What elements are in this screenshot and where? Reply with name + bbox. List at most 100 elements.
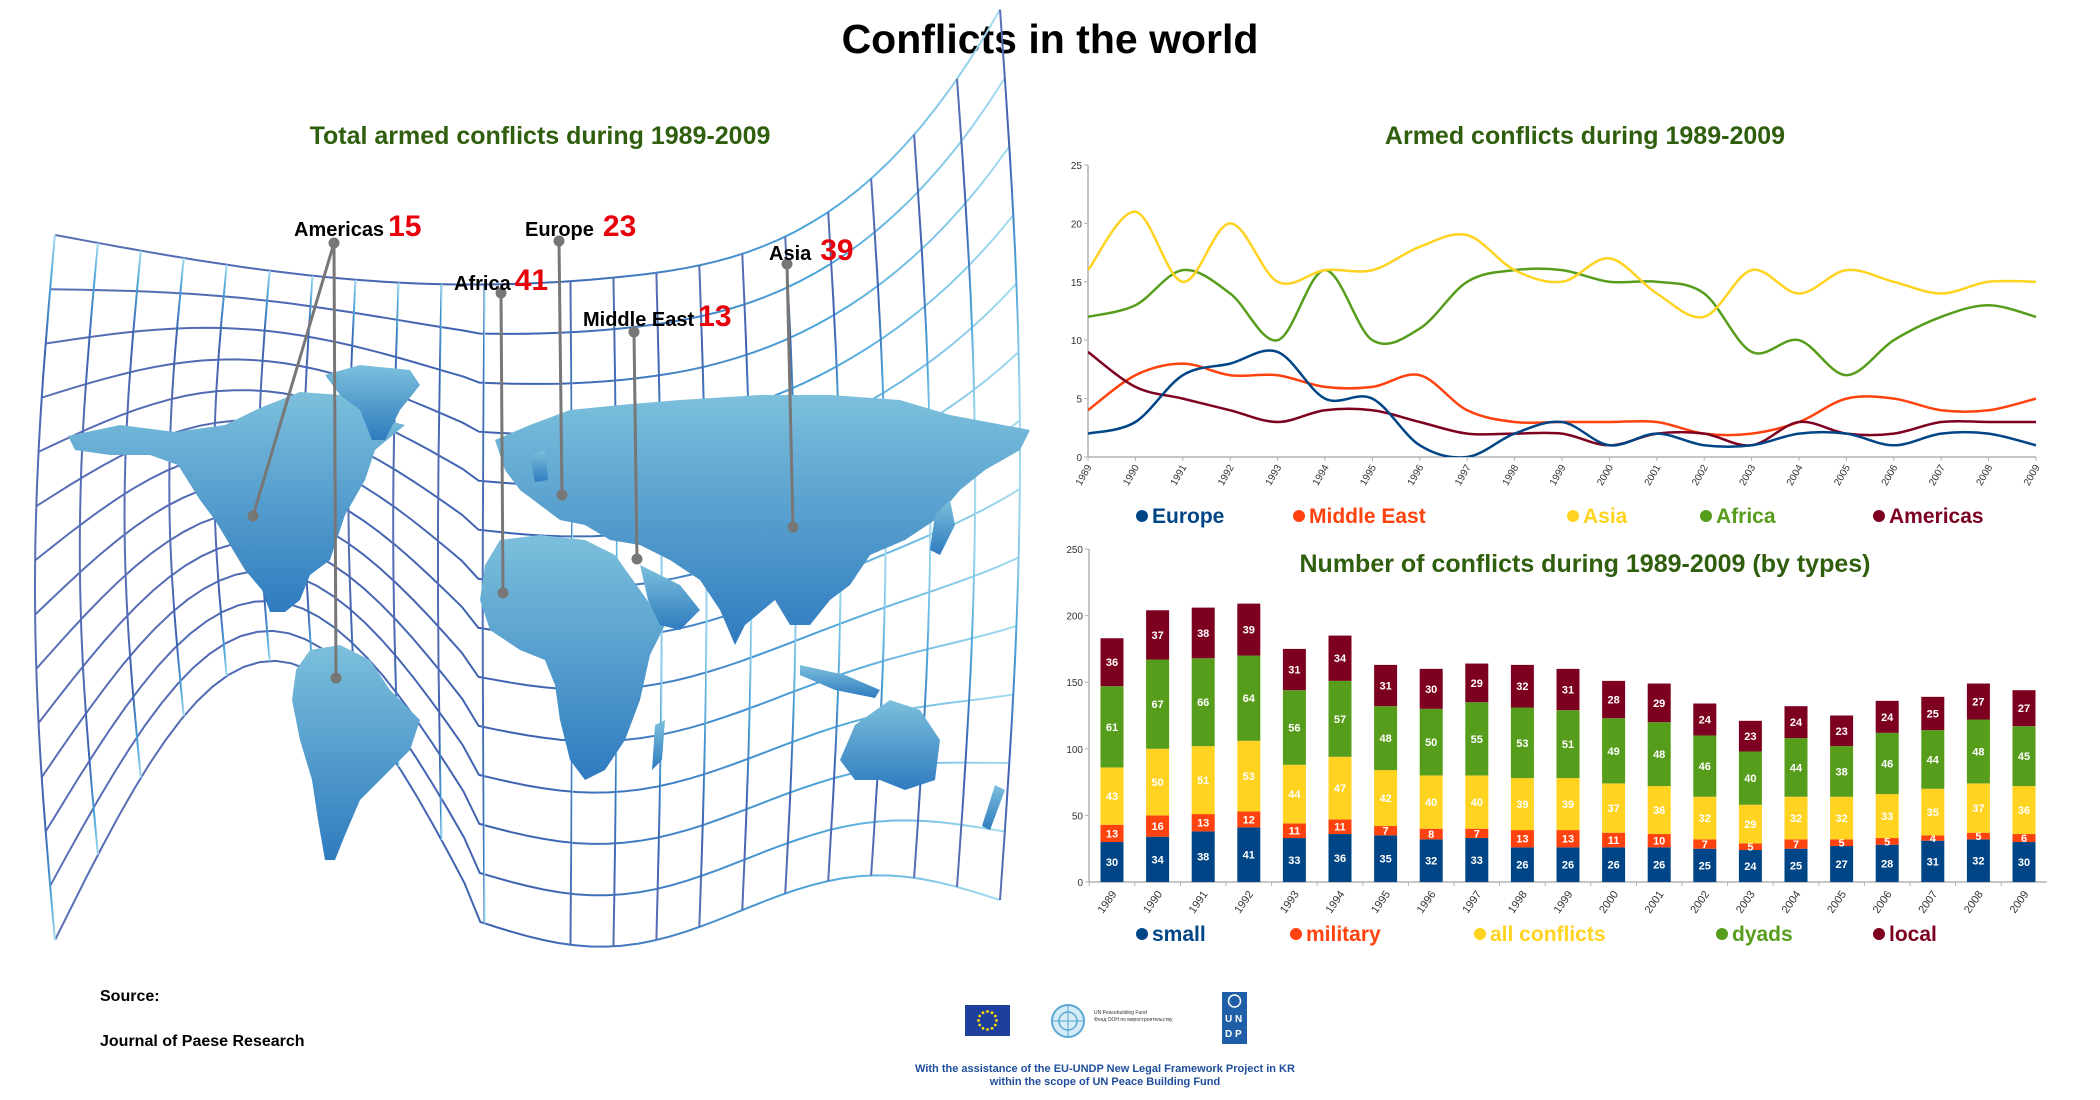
bar-segment-small: [2012, 842, 2036, 882]
bar-value-label: 40: [1744, 773, 1756, 785]
bar-segment-small: [1237, 827, 1261, 882]
legend-asia: Asia: [1567, 505, 1627, 529]
y-tick-label: 5: [1076, 395, 1082, 406]
north-america: [68, 392, 405, 612]
x-tick-label: 2002: [1688, 889, 1712, 916]
bar-value-label: 7: [1793, 839, 1799, 851]
bar-segment-small: [1100, 842, 1124, 882]
eu-star: [986, 1010, 989, 1013]
bar-value-label: 13: [1197, 818, 1209, 830]
bar-value-label: 7: [1383, 826, 1389, 838]
bar-segment-all-conflicts: [1328, 756, 1352, 820]
bar-value-label: 40: [1425, 797, 1437, 809]
footer-line-2: within the scope of UN Peace Building Fu…: [989, 1076, 1221, 1088]
bar-value-label: 41: [1243, 850, 1255, 862]
x-tick-label: 1992: [1232, 889, 1256, 916]
bar-segment-small: [1875, 844, 1899, 882]
middle-east-pointer: [632, 331, 639, 560]
x-tick-label: 1990: [1121, 463, 1142, 488]
x-tick-label: 1989: [1096, 889, 1120, 916]
bar-segment-all-conflicts: [1510, 778, 1534, 831]
bar-value-label: 48: [1972, 746, 1984, 758]
bar-value-label: 32: [1790, 813, 1802, 825]
bar-value-label: 11: [1289, 826, 1301, 838]
greenland: [325, 365, 420, 440]
eu-star: [990, 1026, 994, 1030]
region-total: 41: [514, 264, 549, 297]
bar-value-label: 36: [1334, 853, 1346, 865]
legend-label: small: [1152, 923, 1206, 946]
bar-segment-military: [1510, 830, 1534, 848]
x-tick-label: 1995: [1358, 463, 1379, 488]
bar-segment-dyads: [1738, 751, 1762, 805]
bar-segment-small: [1738, 850, 1762, 882]
bar-segment-local: [1374, 664, 1398, 707]
bar-segment-all-conflicts: [1738, 804, 1762, 844]
eu-star: [993, 1023, 997, 1027]
eu-star: [990, 1011, 994, 1015]
bar-segment-military: [1875, 838, 1899, 845]
legend-label: Africa: [1716, 505, 1776, 528]
bar-value-label: 37: [1607, 803, 1619, 815]
line-series-middle-east: [1088, 362, 2037, 437]
bar-segment-small: [1374, 835, 1398, 882]
bar-segment-all-conflicts: [1374, 770, 1398, 827]
bar-value-label: 53: [1243, 771, 1255, 783]
legend-label: Americas: [1889, 505, 1984, 528]
bar-value-label: 40: [1471, 797, 1483, 809]
legend-label: dyads: [1732, 923, 1793, 946]
eu-star: [986, 1028, 989, 1031]
bar-segment-military: [2012, 834, 2036, 843]
x-tick-label: 1993: [1278, 889, 1302, 916]
bar-value-label: 51: [1562, 739, 1574, 751]
bar-value-label: 29: [1653, 698, 1665, 710]
x-tick-label: 2001: [1643, 889, 1667, 916]
legend-label: Asia: [1583, 505, 1628, 528]
bar-value-label: 36: [1653, 805, 1665, 817]
legend-dot: [1567, 510, 1579, 522]
y-tick-label: 20: [1071, 219, 1083, 230]
bar-segment-all-conflicts: [1647, 786, 1671, 835]
legend-dot: [1136, 510, 1148, 522]
bar-value-label: 24: [1881, 712, 1894, 724]
bar-segment-local: [1282, 648, 1306, 691]
bar-segment-dyads: [2012, 726, 2036, 787]
x-tick-label: 2006: [1871, 889, 1895, 916]
map-grid-meridian: [956, 78, 977, 887]
bar-segment-military: [1647, 834, 1671, 848]
bar-segment-military: [1191, 814, 1215, 832]
svg-text:U N: U N: [1225, 1014, 1242, 1025]
bar-value-label: 30: [2018, 857, 2030, 869]
eu-stars-icon: [977, 1010, 998, 1031]
legend-local: local: [1873, 923, 1937, 947]
bar-value-label: 48: [1653, 749, 1665, 761]
legend-dot: [1873, 510, 1885, 522]
bar-value-label: 64: [1243, 693, 1256, 705]
x-tick-label: 2005: [1825, 889, 1849, 916]
bar-segment-dyads: [1374, 706, 1398, 771]
bar-segment-small: [1146, 836, 1170, 882]
bar-value-label: 43: [1106, 791, 1118, 803]
bar-value-label: 36: [2018, 805, 2030, 817]
x-tick-label: 2007: [1916, 889, 1940, 916]
bar-value-label: 32: [1516, 681, 1528, 693]
bar-value-label: 28: [1607, 695, 1619, 707]
legend-dot: [1873, 928, 1885, 940]
bar-segment-all-conflicts: [1602, 783, 1626, 833]
bar-segment-small: [1328, 834, 1352, 882]
legend-africa: Africa: [1700, 505, 1776, 529]
unpbf-name: UN Peacebuilding Fund: [1094, 1010, 1147, 1016]
bar-segment-dyads: [1282, 690, 1306, 765]
x-tick-label: 1999: [1552, 889, 1576, 916]
un-emblem-icon: [1051, 1004, 1085, 1038]
bar-value-label: 32: [1425, 856, 1437, 868]
legend-all-conflicts: all conflicts: [1474, 923, 1606, 947]
bar-segment-dyads: [1556, 710, 1580, 779]
bar-value-label: 5: [1884, 836, 1890, 848]
bar-segment-local: [1784, 706, 1808, 739]
eu-star: [995, 1019, 998, 1022]
x-tick-label: 1993: [1264, 463, 1285, 488]
bar-segment-all-conflicts: [1693, 796, 1717, 840]
bar-segment-local: [1510, 664, 1534, 708]
x-tick-label: 2000: [1595, 463, 1616, 488]
